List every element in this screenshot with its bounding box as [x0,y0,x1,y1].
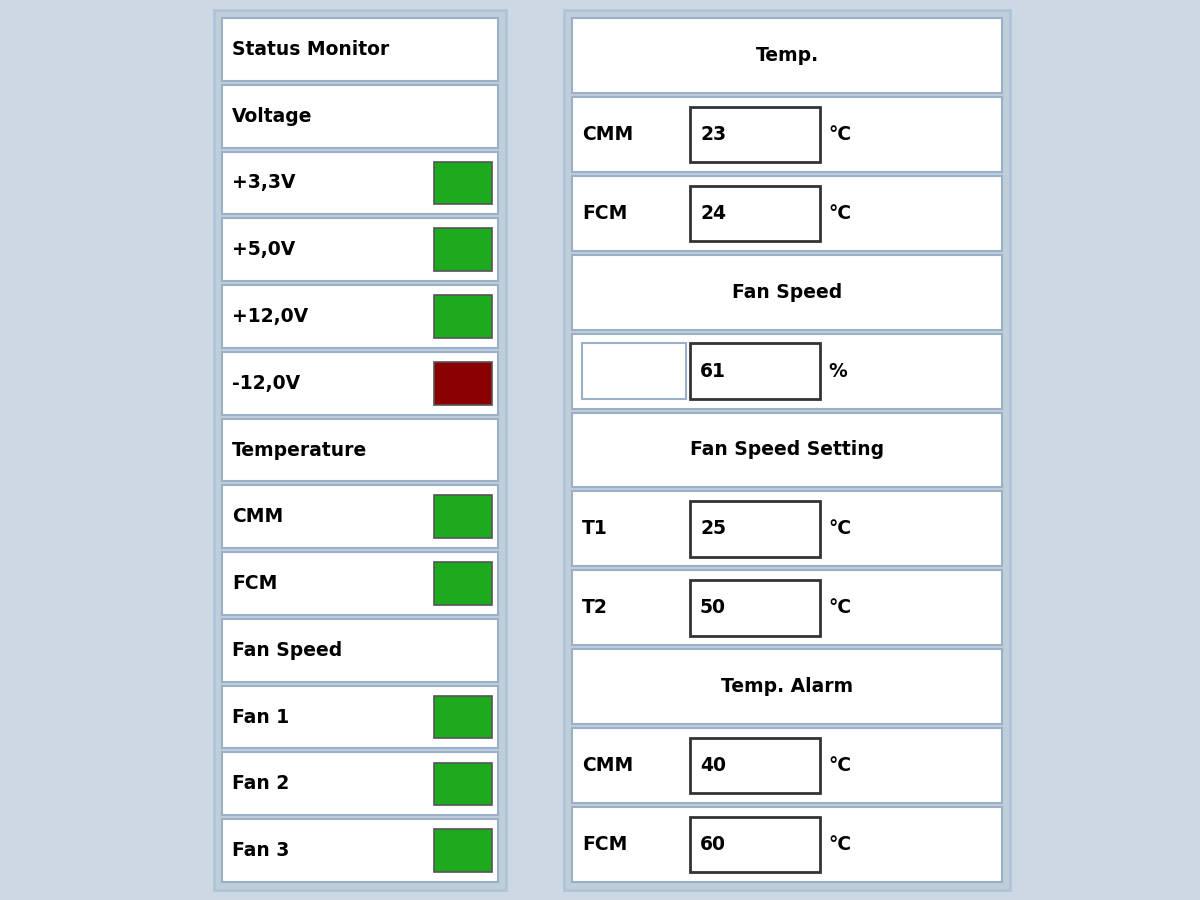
Text: CMM: CMM [582,125,634,144]
Bar [434,162,492,204]
Bar [582,344,686,399]
Text: Temp.: Temp. [756,46,818,65]
Bar [434,229,492,271]
Bar [222,85,498,148]
Text: Fan Speed: Fan Speed [232,641,342,660]
Bar [572,18,1002,93]
Bar [572,97,1002,172]
Bar [222,686,498,749]
Bar [690,501,820,556]
Text: +5,0V: +5,0V [232,240,295,259]
Bar [222,819,498,882]
Bar [214,10,506,890]
Text: Fan 2: Fan 2 [232,774,289,793]
Text: °C: °C [828,598,851,617]
Text: Voltage: Voltage [232,107,312,126]
Text: 25: 25 [700,519,726,538]
Text: °C: °C [828,835,851,854]
Text: Status Monitor: Status Monitor [232,40,389,58]
Bar [572,807,1002,882]
Bar [222,219,498,281]
Text: 60: 60 [700,835,726,854]
Bar [222,151,498,214]
Bar [690,817,820,872]
Bar [572,571,1002,645]
Bar [434,295,492,338]
Bar [222,352,498,415]
Text: T2: T2 [582,598,608,617]
Bar [572,649,1002,724]
Text: T1: T1 [582,519,607,538]
Text: -12,0V: -12,0V [232,374,300,392]
Text: Temperature: Temperature [232,440,367,460]
Text: °C: °C [828,519,851,538]
Bar [572,491,1002,566]
Text: FCM: FCM [582,835,628,854]
Text: Temp. Alarm: Temp. Alarm [721,677,853,697]
Text: 61: 61 [700,362,726,381]
Bar [222,18,498,81]
Bar [222,752,498,815]
Text: °C: °C [828,203,851,223]
Bar [572,412,1002,488]
Bar [572,255,1002,329]
Bar [434,696,492,738]
Bar [690,738,820,794]
Bar [572,334,1002,409]
Bar [222,553,498,615]
Bar [690,106,820,162]
Bar [434,362,492,405]
Bar [222,619,498,681]
Text: Fan Speed: Fan Speed [732,283,842,302]
Text: 50: 50 [700,598,726,617]
Bar [690,580,820,635]
Text: Fan Speed Setting: Fan Speed Setting [690,440,884,460]
Text: °C: °C [828,125,851,144]
Bar [690,185,820,241]
Bar [434,562,492,605]
Text: FCM: FCM [232,574,277,593]
Text: 23: 23 [700,125,726,144]
Text: +12,0V: +12,0V [232,307,308,326]
Bar [572,176,1002,251]
Bar [690,344,820,399]
Text: CMM: CMM [582,756,634,775]
Text: %: % [828,362,847,381]
Bar [564,10,1010,890]
Text: 40: 40 [700,756,726,775]
Text: CMM: CMM [232,508,283,526]
Text: Fan 3: Fan 3 [232,842,289,860]
Text: FCM: FCM [582,203,628,223]
Bar [222,418,498,482]
Bar [222,285,498,347]
Bar [434,762,492,806]
Bar [572,728,1002,803]
Bar [434,495,492,538]
Text: °C: °C [828,756,851,775]
Bar [434,829,492,872]
Text: Fan 1: Fan 1 [232,707,289,726]
Bar [222,485,498,548]
Text: 24: 24 [700,203,726,223]
Text: +3,3V: +3,3V [232,174,295,193]
